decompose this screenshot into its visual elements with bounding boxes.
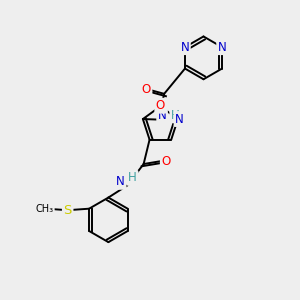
Text: N: N xyxy=(116,176,125,188)
Text: CH₃: CH₃ xyxy=(36,204,54,214)
Text: N: N xyxy=(218,41,226,54)
Text: H: H xyxy=(128,172,137,184)
Text: O: O xyxy=(156,99,165,112)
Text: N: N xyxy=(181,41,189,54)
Text: S: S xyxy=(64,204,72,217)
Text: N: N xyxy=(175,112,184,125)
Text: O: O xyxy=(161,154,170,167)
Text: N: N xyxy=(158,109,167,122)
Text: O: O xyxy=(142,83,151,96)
Text: H: H xyxy=(171,109,179,122)
